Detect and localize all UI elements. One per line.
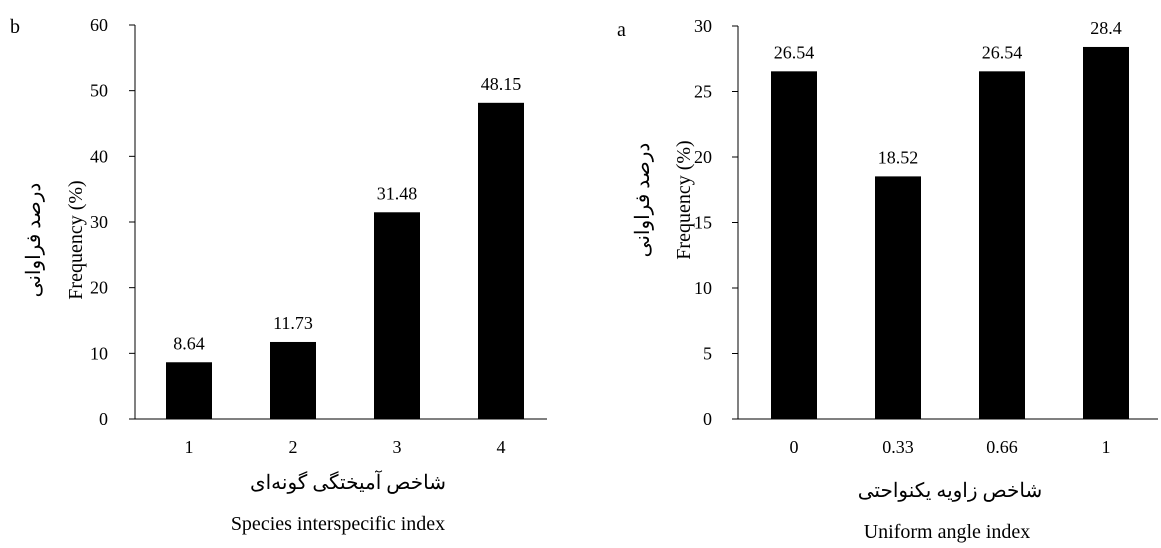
y-axis-title-fa: درصد فراوانی: [23, 183, 45, 298]
bar: [979, 71, 1025, 420]
data-label: 11.73: [273, 313, 313, 333]
y-axis-title: Frequency (%): [673, 140, 695, 259]
x-axis-ticks: 0 0.33 0.66 1: [738, 418, 1158, 457]
y-tick-label: 15: [694, 213, 712, 233]
x-tick-label: 2: [289, 437, 298, 457]
y-axis-ticks: 0 10 20 30 40 50 60: [90, 15, 136, 429]
data-label: 26.54: [774, 42, 815, 62]
y-tick-label: 30: [90, 212, 108, 232]
x-axis-title: Species interspecific index: [231, 513, 445, 535]
bar: [478, 102, 524, 419]
x-tick-label: 0.33: [882, 437, 914, 457]
y-tick-label: 50: [90, 81, 108, 101]
x-axis-title-fa: شاخص زاویه یکنواحتی: [858, 480, 1042, 502]
bar: [374, 212, 420, 419]
chart-panel-b: b 0 10 20 30 40 50 60 8.64 11.73 31.48 48.15 1 2 3 4…: [10, 15, 547, 535]
x-tick-label: 1: [1102, 437, 1111, 457]
y-axis-title-fa: درصد فراوانی: [632, 143, 654, 258]
bar: [875, 176, 921, 419]
x-axis-ticks: 1 2 3 4: [135, 418, 547, 457]
x-tick-label: 0.66: [986, 437, 1018, 457]
y-tick-label: 0: [99, 409, 108, 429]
chart-panel-a: a 0 5 10 15 20 25 30 26.54 18.52 26.54 28.4 0 0.33…: [617, 16, 1158, 543]
y-tick-label: 25: [694, 82, 712, 102]
data-label: 31.48: [377, 183, 418, 203]
data-label: 18.52: [878, 147, 919, 167]
x-tick-label: 4: [497, 437, 506, 457]
x-tick-label: 1: [185, 437, 194, 457]
y-tick-label: 5: [703, 344, 712, 364]
data-label: 8.64: [173, 333, 205, 353]
bars: 26.54 18.52 26.54 28.4: [771, 18, 1129, 420]
bars: 8.64 11.73 31.48 48.15: [166, 74, 524, 419]
bar: [771, 71, 817, 420]
x-tick-label: 0: [790, 437, 799, 457]
y-tick-label: 10: [694, 278, 712, 298]
data-label: 48.15: [481, 74, 522, 94]
x-axis-title-fa: شاخص آمیختگی گونه‌ای: [250, 470, 446, 494]
y-axis-title: Frequency (%): [65, 180, 87, 299]
y-tick-label: 20: [90, 278, 108, 298]
panel-label: a: [617, 19, 626, 41]
data-label: 28.4: [1090, 18, 1122, 38]
y-axis-ticks: 0 5 10 15 20 25 30: [694, 16, 739, 429]
panel-label: b: [10, 16, 20, 38]
bar: [1083, 46, 1129, 420]
y-tick-label: 60: [90, 15, 108, 35]
y-tick-label: 20: [694, 147, 712, 167]
y-tick-label: 10: [90, 343, 108, 363]
bar: [270, 341, 316, 419]
x-axis-title: Uniform angle index: [864, 521, 1031, 543]
y-tick-label: 40: [90, 146, 108, 166]
x-tick-label: 3: [393, 437, 402, 457]
bar: [166, 362, 212, 419]
y-tick-label: 0: [703, 409, 712, 429]
data-label: 26.54: [982, 42, 1023, 62]
y-tick-label: 30: [694, 16, 712, 36]
